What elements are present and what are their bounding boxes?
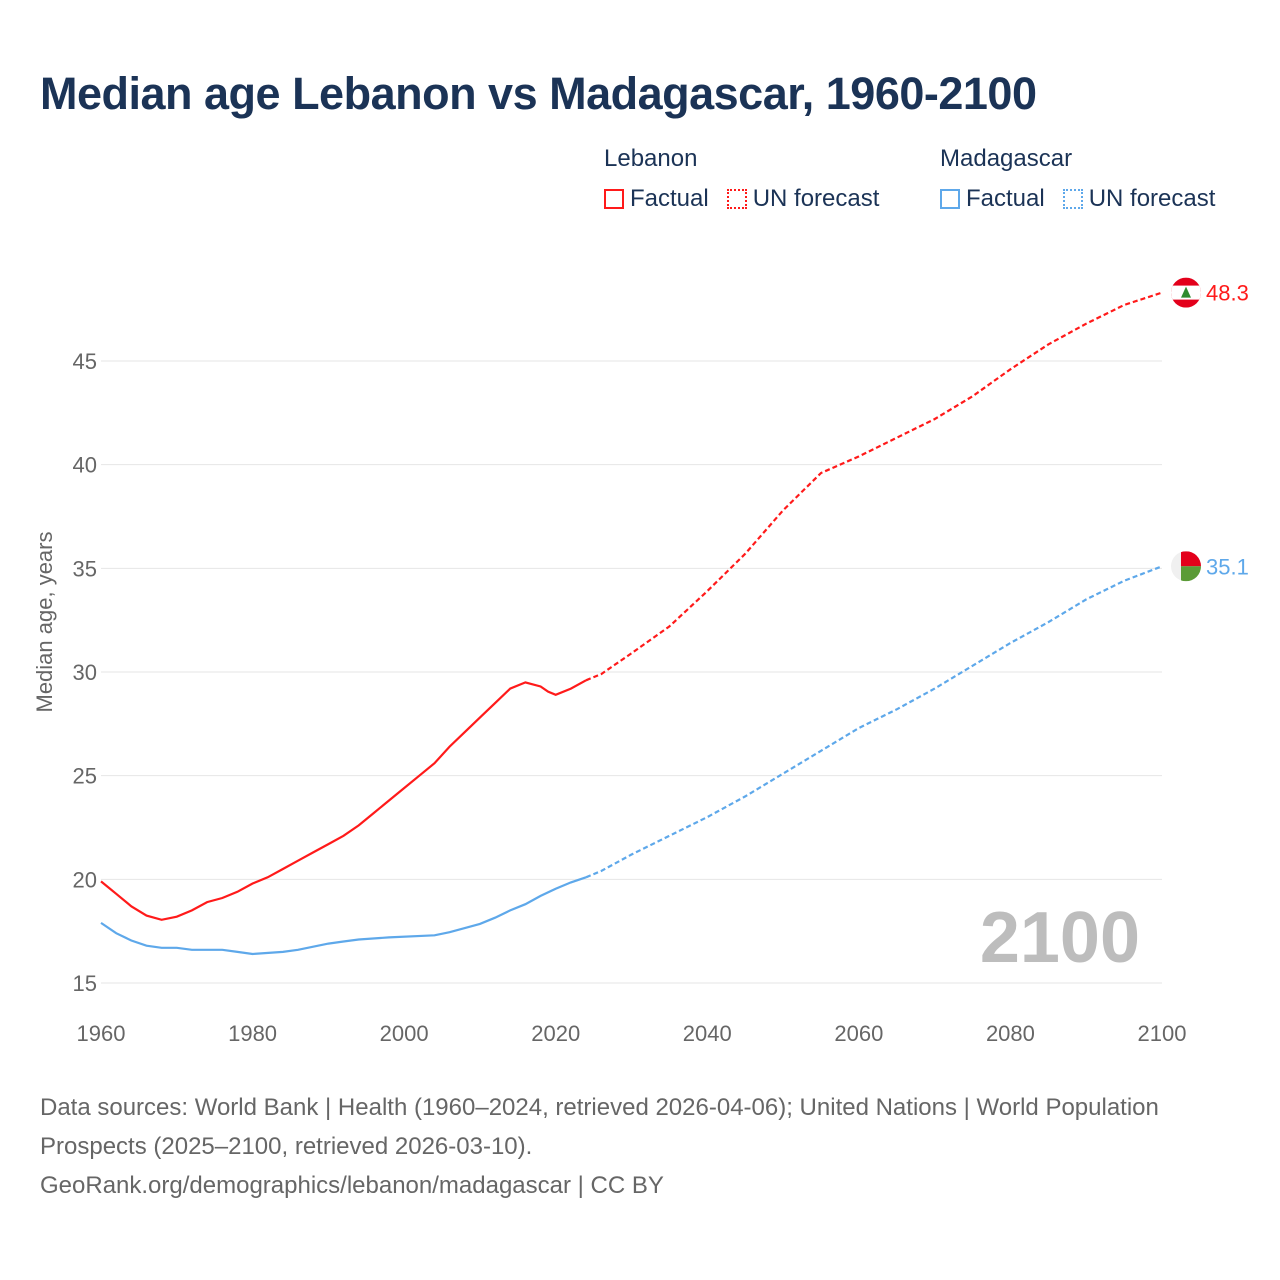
data-sources: Data sources: World Bank | Health (1960–…: [40, 1094, 1159, 1160]
madagascar-factual-line: [100, 876, 587, 956]
legend-group-name: Madagascar: [940, 145, 1073, 172]
legend-swatch-dotted: [726, 189, 747, 209]
chart-title: Median age Lebanon vs Madagascar, 1960-2…: [40, 68, 1037, 119]
end-markers: 48.3 35.1: [1171, 277, 1249, 582]
legend-item-madagascar-forecast[interactable]: UN forecast: [1062, 185, 1216, 213]
lebanon-flag-icon: [1171, 277, 1201, 308]
madagascar-flag-icon: [1171, 551, 1201, 582]
legend-lebanon: Lebanon Factual UN forecast: [604, 145, 879, 213]
x-tick-label: 2020: [531, 1021, 580, 1046]
lebanon-forecast-line: [585, 291, 1163, 682]
x-tick-label: 2080: [986, 1021, 1035, 1046]
legend-swatch-solid: [604, 189, 624, 209]
y-tick-label: 35: [73, 556, 97, 581]
y-axis-label: Median age, years: [32, 532, 57, 713]
y-tick-label: 15: [73, 971, 97, 996]
lebanon-end-value-label: 48.3: [1206, 281, 1249, 306]
y-tick-label: 40: [73, 453, 97, 478]
gridlines: [101, 360, 1162, 984]
x-tick-label: 2000: [380, 1021, 429, 1046]
legend-label: UN forecast: [1088, 185, 1216, 212]
legend-swatch-solid: [940, 189, 960, 209]
legend-item-madagascar-factual[interactable]: Factual: [940, 185, 1045, 213]
legend-item-lebanon-factual[interactable]: Factual: [604, 185, 709, 213]
legend-swatch-dotted: [1062, 189, 1083, 209]
legend-item-lebanon-forecast[interactable]: UN forecast: [726, 185, 880, 213]
y-tick-label: 25: [73, 764, 97, 789]
legend-label: Factual: [630, 185, 709, 212]
legend-group-name: Lebanon: [604, 145, 698, 172]
x-tick-label: 2060: [834, 1021, 883, 1046]
x-tick-label: 1980: [228, 1021, 277, 1046]
attribution[interactable]: GeoRank.org/demographics/lebanon/madagas…: [40, 1172, 664, 1199]
series-lines: [100, 291, 1163, 956]
y-tick-labels: 15 20 25 30 35 40 45: [73, 349, 97, 996]
x-tick-label: 2100: [1138, 1021, 1187, 1046]
madagascar-end-value-label: 35.1: [1206, 554, 1249, 579]
legend-madagascar: Madagascar Factual UN forecast: [940, 145, 1215, 213]
year-watermark: 2100: [980, 898, 1140, 978]
x-tick-labels: 1960 1980 2000 2020 2040 2060 2080 2100: [77, 1021, 1187, 1046]
x-tick-label: 1960: [77, 1021, 126, 1046]
footer: Data sources: World Bank | Health (1960–…: [40, 1088, 1190, 1205]
madagascar-forecast-line: [585, 565, 1163, 879]
legend-label: UN forecast: [752, 185, 880, 212]
y-tick-label: 20: [73, 867, 97, 892]
x-tick-label: 2040: [683, 1021, 732, 1046]
legend-label: Factual: [966, 185, 1045, 212]
lebanon-factual-line: [100, 679, 587, 921]
y-tick-label: 45: [73, 349, 97, 374]
y-tick-label: 30: [73, 660, 97, 685]
